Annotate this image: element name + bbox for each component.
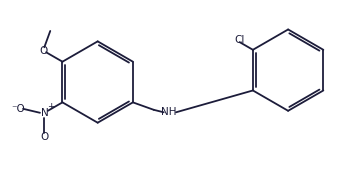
Text: ⁻O: ⁻O xyxy=(12,104,26,114)
Text: +: + xyxy=(47,102,54,111)
Text: NH: NH xyxy=(161,107,177,117)
Text: O: O xyxy=(40,132,48,142)
Text: O: O xyxy=(39,46,47,56)
Text: Cl: Cl xyxy=(234,35,244,45)
Text: N: N xyxy=(40,108,48,118)
